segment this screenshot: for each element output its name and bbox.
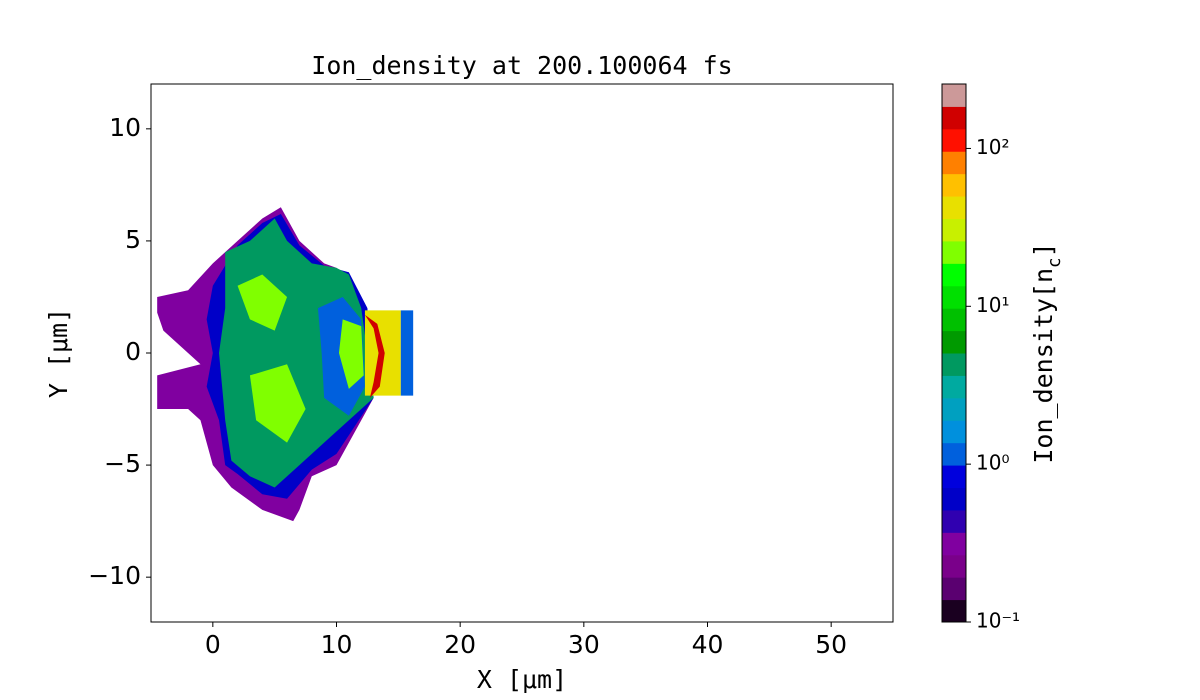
- colorbar-swatch: [942, 353, 966, 376]
- colorbar-swatch: [942, 240, 966, 264]
- colorbar-swatch: [942, 397, 966, 421]
- colorbar-tick-label: 10⁰: [976, 451, 1009, 475]
- colorbar-swatch: [942, 263, 966, 287]
- colorbar-swatch: [942, 151, 966, 175]
- colorbar-frame: [941, 83, 967, 623]
- colorbar-swatch: [942, 196, 966, 219]
- density-region: [249, 364, 306, 443]
- x-tick-label: 50: [815, 630, 847, 659]
- x-tick-label: 40: [692, 630, 724, 659]
- density-region: [237, 274, 288, 331]
- colorbar-swatch: [942, 554, 966, 578]
- colorbar-tick-label: 10⁻¹: [976, 609, 1020, 633]
- colorbar-swatch: [942, 465, 966, 488]
- colorbar-swatch: [942, 308, 966, 332]
- colorbar-swatch: [942, 173, 966, 197]
- colorbar-swatch: [942, 375, 966, 399]
- y-tick-label: 5: [125, 225, 141, 254]
- x-axis-label: X [μm]: [477, 665, 567, 694]
- colorbar-swatch: [942, 599, 966, 623]
- colorbar-swatch: [942, 577, 966, 601]
- colorbar-swatch: [942, 487, 966, 511]
- y-axis-label: Y [μm]: [44, 308, 73, 398]
- density-region: [364, 314, 385, 398]
- colorbar-tick-label: 10²: [976, 135, 1009, 159]
- colorbar-swatch: [942, 285, 966, 309]
- colorbar-tick-label: 10¹: [976, 293, 1009, 317]
- x-tick-label: 0: [205, 630, 221, 659]
- y-tick-label: 10: [109, 113, 141, 142]
- x-tick-label: 30: [568, 630, 600, 659]
- colorbar-swatch: [942, 509, 966, 533]
- y-tick-label: −10: [88, 561, 141, 590]
- colorbar-swatch: [942, 128, 966, 152]
- x-tick-label: 20: [444, 630, 476, 659]
- colorbar-swatch: [942, 218, 966, 242]
- chart-title: Ion_density at 200.100064 fs: [311, 51, 732, 80]
- colorbar-swatch: [942, 420, 966, 444]
- y-tick-label: 0: [125, 337, 141, 366]
- y-tick-label: −5: [104, 449, 141, 478]
- colorbar-swatch: [942, 106, 966, 130]
- density-region: [338, 319, 364, 389]
- x-tick-label: 10: [321, 630, 353, 659]
- colorbar-label: Ion_density[nc]: [1029, 242, 1065, 463]
- colorbar-swatch: [942, 442, 966, 466]
- density-region: [400, 310, 414, 396]
- colorbar-swatch: [942, 330, 966, 354]
- colorbar-swatch: [942, 532, 966, 556]
- colorbar-swatch: [942, 84, 966, 107]
